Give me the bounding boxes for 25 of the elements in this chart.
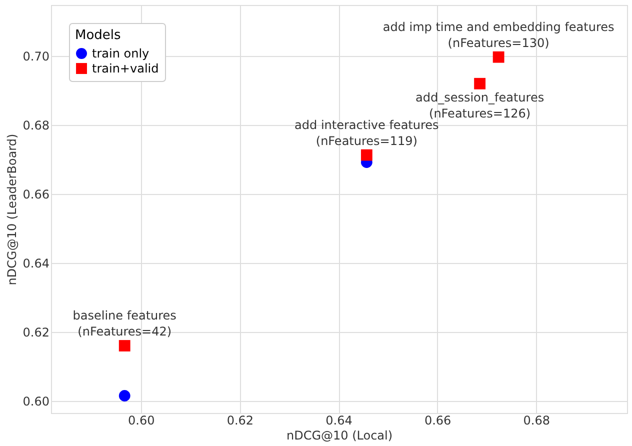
y-tick-label: 0.60 [22,394,50,408]
y-axis-title: nDCG@10 (LeaderBoard) [4,134,19,286]
annotation: add imp time and embedding features (nFeatures=130) [382,20,614,50]
x-axis-title: nDCG@10 (Local) [286,428,393,442]
annotation: add interactive features (nFeatures=119) [294,118,439,148]
x-tick-label: 0.64 [326,414,352,428]
legend-label: train only [92,46,150,60]
annotation: baseline features (nFeatures=42) [72,308,176,339]
y-tick-label: 0.70 [22,50,50,64]
x-tick-label: 0.66 [424,414,452,428]
x-tick-label: 0.68 [523,414,550,428]
legend-title: Models [75,28,122,43]
point [474,78,486,90]
x-tick-label: 0.62 [226,414,254,428]
point [118,390,130,402]
annotation: add_session_features (nFeatures=126) [415,90,544,121]
x-tick-label: 0.60 [128,414,155,428]
y-tick-label: 0.64 [22,256,50,270]
legend-label: train+valid [92,62,159,76]
y-tick-label: 0.66 [22,187,50,202]
y-tick-label: 0.68 [22,118,50,133]
point [118,340,130,352]
point [492,51,504,63]
point [360,149,372,161]
y-tick-label: 0.62 [22,325,50,340]
